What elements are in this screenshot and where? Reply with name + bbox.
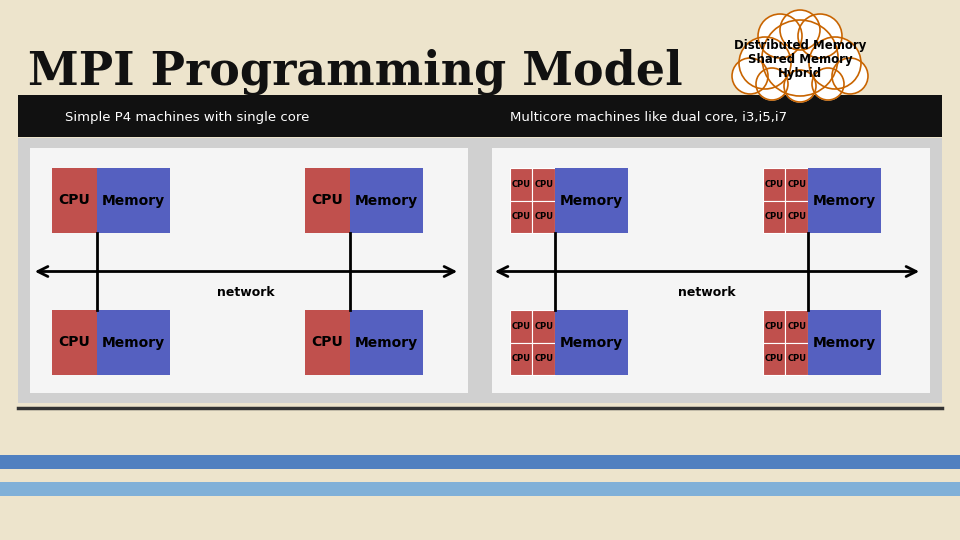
Text: CPU: CPU (765, 212, 783, 221)
Text: CPU: CPU (512, 354, 531, 363)
Circle shape (780, 10, 820, 50)
Bar (785, 168, 807, 200)
Bar (18, 95, 942, 137)
Text: Simple P4 machines with single core: Simple P4 machines with single core (65, 111, 309, 124)
Bar (510, 200, 533, 233)
Bar (555, 310, 628, 375)
Bar (785, 342, 807, 375)
Circle shape (812, 68, 844, 100)
Bar (763, 168, 785, 200)
Circle shape (758, 14, 802, 58)
Text: Memory: Memory (102, 335, 165, 349)
Circle shape (732, 58, 768, 94)
Text: CPU: CPU (59, 335, 90, 349)
Bar (785, 310, 807, 342)
Bar (492, 148, 930, 393)
Text: CPU: CPU (512, 212, 531, 221)
Bar (510, 310, 533, 342)
Text: network: network (678, 286, 735, 299)
Circle shape (784, 70, 816, 102)
Bar (349, 310, 423, 375)
Text: Multicore machines like dual core, i3,i5,i7: Multicore machines like dual core, i3,i5… (510, 111, 787, 124)
Bar (18, 138, 942, 403)
Text: Memory: Memory (560, 335, 623, 349)
Bar (808, 168, 881, 233)
Text: Shared Memory: Shared Memory (748, 53, 852, 66)
Text: Memory: Memory (355, 193, 418, 207)
Bar (533, 200, 555, 233)
Bar (52, 168, 97, 233)
Text: network: network (217, 286, 275, 299)
Text: CPU: CPU (787, 322, 806, 330)
Bar (763, 342, 785, 375)
Text: MPI Programming Model: MPI Programming Model (28, 49, 683, 95)
Text: CPU: CPU (765, 354, 783, 363)
Text: CPU: CPU (59, 193, 90, 207)
Bar (808, 310, 881, 375)
Bar (785, 200, 807, 233)
Bar (97, 168, 170, 233)
Bar (30, 148, 468, 393)
Text: CPU: CPU (534, 322, 553, 330)
Bar (533, 342, 555, 375)
Bar (763, 200, 785, 233)
Bar (533, 168, 555, 200)
Text: CPU: CPU (512, 180, 531, 189)
Text: CPU: CPU (312, 335, 344, 349)
Bar (533, 310, 555, 342)
Circle shape (762, 20, 838, 96)
Text: CPU: CPU (312, 193, 344, 207)
Bar (305, 168, 349, 233)
Text: CPU: CPU (534, 212, 553, 221)
Text: CPU: CPU (512, 322, 531, 330)
Bar (97, 310, 170, 375)
Circle shape (739, 37, 791, 89)
Text: CPU: CPU (787, 180, 806, 189)
Text: CPU: CPU (765, 180, 783, 189)
Text: Memory: Memory (102, 193, 165, 207)
Text: Distributed Memory: Distributed Memory (733, 39, 866, 52)
Text: CPU: CPU (534, 354, 553, 363)
Text: CPU: CPU (765, 322, 783, 330)
Text: CPU: CPU (787, 354, 806, 363)
Circle shape (832, 58, 868, 94)
Circle shape (809, 37, 861, 89)
Bar (510, 168, 533, 200)
Bar (52, 310, 97, 375)
Text: Memory: Memory (813, 335, 876, 349)
Bar (763, 310, 785, 342)
Text: Memory: Memory (560, 193, 623, 207)
Text: Hybrid: Hybrid (778, 68, 822, 80)
Text: CPU: CPU (534, 180, 553, 189)
Text: Memory: Memory (355, 335, 418, 349)
Bar (349, 168, 423, 233)
Text: Memory: Memory (813, 193, 876, 207)
Bar (510, 342, 533, 375)
Bar (305, 310, 349, 375)
Text: CPU: CPU (787, 212, 806, 221)
Circle shape (798, 14, 842, 58)
Bar (0, 482, 960, 496)
Circle shape (756, 68, 788, 100)
Bar (555, 168, 628, 233)
Bar (0, 455, 960, 469)
